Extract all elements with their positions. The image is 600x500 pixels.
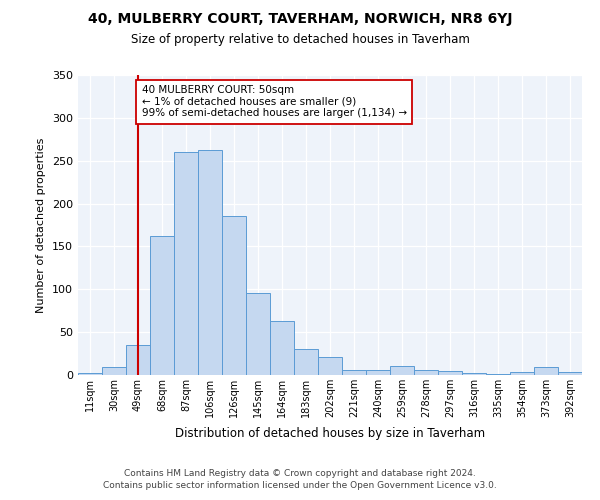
- Bar: [558, 372, 582, 375]
- Bar: [198, 150, 222, 375]
- Bar: [390, 366, 414, 375]
- Bar: [462, 374, 486, 375]
- Bar: [486, 374, 510, 375]
- Text: Contains HM Land Registry data © Crown copyright and database right 2024.: Contains HM Land Registry data © Crown c…: [124, 469, 476, 478]
- Bar: [126, 345, 150, 375]
- Bar: [294, 350, 318, 375]
- Text: Size of property relative to detached houses in Taverham: Size of property relative to detached ho…: [131, 32, 469, 46]
- Text: Contains public sector information licensed under the Open Government Licence v3: Contains public sector information licen…: [103, 481, 497, 490]
- Bar: [174, 152, 198, 375]
- Bar: [270, 321, 294, 375]
- Bar: [318, 357, 342, 375]
- Bar: [342, 370, 366, 375]
- Bar: [102, 368, 126, 375]
- Bar: [414, 370, 438, 375]
- Bar: [510, 372, 534, 375]
- Bar: [438, 370, 462, 375]
- Bar: [534, 368, 558, 375]
- Bar: [78, 374, 102, 375]
- Bar: [150, 236, 174, 375]
- Bar: [246, 292, 270, 375]
- Y-axis label: Number of detached properties: Number of detached properties: [37, 138, 46, 312]
- Text: 40 MULBERRY COURT: 50sqm
← 1% of detached houses are smaller (9)
99% of semi-det: 40 MULBERRY COURT: 50sqm ← 1% of detache…: [142, 86, 407, 118]
- Bar: [222, 216, 246, 375]
- Text: 40, MULBERRY COURT, TAVERHAM, NORWICH, NR8 6YJ: 40, MULBERRY COURT, TAVERHAM, NORWICH, N…: [88, 12, 512, 26]
- Bar: [366, 370, 390, 375]
- Text: Distribution of detached houses by size in Taverham: Distribution of detached houses by size …: [175, 428, 485, 440]
